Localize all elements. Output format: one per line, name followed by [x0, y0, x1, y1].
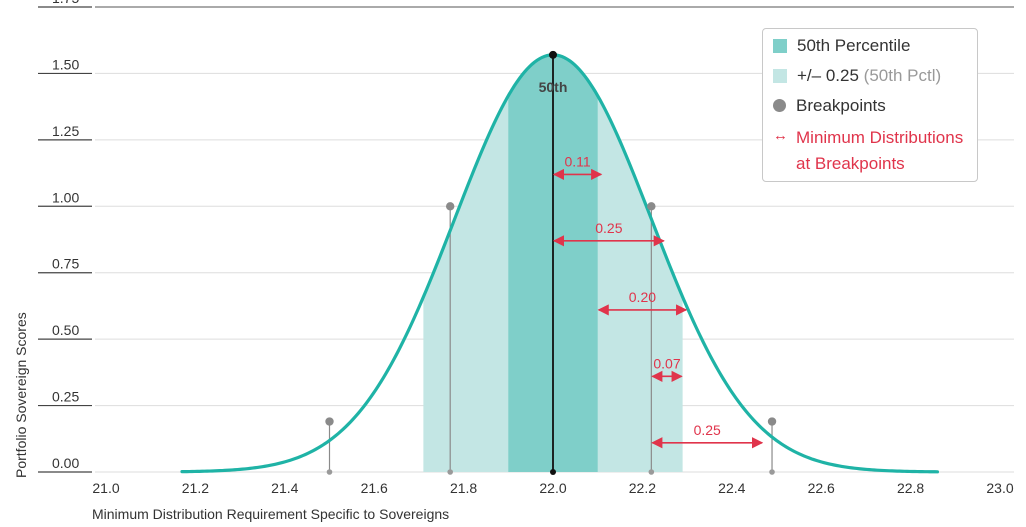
- x-tick-label: 22.4: [718, 480, 745, 496]
- x-tick-label: 21.6: [361, 480, 388, 496]
- distribution-arrow-label: 0.11: [564, 153, 590, 169]
- distribution-curve: [180, 53, 940, 474]
- y-tick-label: 1.75: [52, 0, 79, 6]
- breakpoint-point: [767, 417, 777, 426]
- breakpoint-base-point: [447, 469, 453, 475]
- y-tick-label: 0.75: [52, 256, 79, 272]
- x-tick-label: 22.0: [539, 480, 566, 496]
- x-tick-label: 22.8: [897, 480, 924, 496]
- legend-item-breakpoints: Breakpoints: [773, 95, 967, 125]
- legend-dot-icon: [773, 99, 786, 112]
- legend-label: Breakpoints: [796, 96, 886, 115]
- x-tick-label: 21.0: [92, 480, 119, 496]
- legend-square-icon: [773, 39, 787, 53]
- distribution-arrow-label: 0.20: [629, 289, 656, 305]
- distribution-arrow-label: 0.25: [694, 422, 721, 438]
- center-base-point: [550, 469, 556, 475]
- y-tick-label: 1.50: [52, 56, 79, 72]
- y-tick-label: 0.50: [52, 322, 79, 338]
- y-tick-label: 1.00: [52, 189, 79, 205]
- double-arrow-icon: ↔: [773, 127, 788, 144]
- legend-label: 50th Percentile: [797, 36, 911, 55]
- legend: 50th Percentile +/– 0.25 (50th Pctl) Bre…: [762, 28, 978, 182]
- distribution-arrow-label: 0.07: [653, 355, 680, 371]
- legend-label: +/– 0.25: [797, 66, 859, 85]
- distribution-arrow-label: 0.25: [595, 220, 622, 236]
- legend-item-50th-percentile: 50th Percentile: [773, 35, 967, 65]
- breakpoint-base-point: [648, 469, 655, 475]
- x-tick-label: 23.0: [986, 480, 1013, 496]
- legend-square-icon: [773, 69, 787, 83]
- breakpoint-point: [647, 202, 656, 211]
- x-tick-label: 21.2: [182, 480, 209, 496]
- x-tick-label: 22.6: [808, 480, 835, 496]
- breakpoint-base-point: [326, 469, 333, 475]
- y-tick-label: 0.00: [52, 455, 79, 471]
- breakpoint-point: [325, 417, 334, 426]
- x-tick-label: 22.2: [629, 480, 656, 496]
- legend-label: Minimum Distributions: [796, 128, 964, 147]
- y-tick-label: 0.25: [52, 389, 79, 405]
- x-tick-label: 21.8: [450, 480, 477, 496]
- legend-label-suffix: (50th Pctl): [863, 66, 942, 85]
- y-tick-label: 1.25: [52, 123, 79, 139]
- peak-point: [549, 50, 557, 59]
- y-axis-label: Portfolio Sovereign Scores: [13, 312, 29, 478]
- breakpoint-point: [445, 202, 455, 211]
- x-axis-label: Minimum Distribution Requirement Specifi…: [92, 506, 449, 522]
- x-tick-label: 21.4: [271, 480, 298, 496]
- center-line-label: 50th: [539, 79, 568, 95]
- legend-label-line2: at Breakpoints: [796, 154, 905, 173]
- breakpoint-base-point: [769, 469, 775, 475]
- legend-item-band: +/– 0.25 (50th Pctl): [773, 65, 967, 95]
- legend-item-min-distributions: ↔ Minimum Distributions at Breakpoints: [773, 125, 967, 177]
